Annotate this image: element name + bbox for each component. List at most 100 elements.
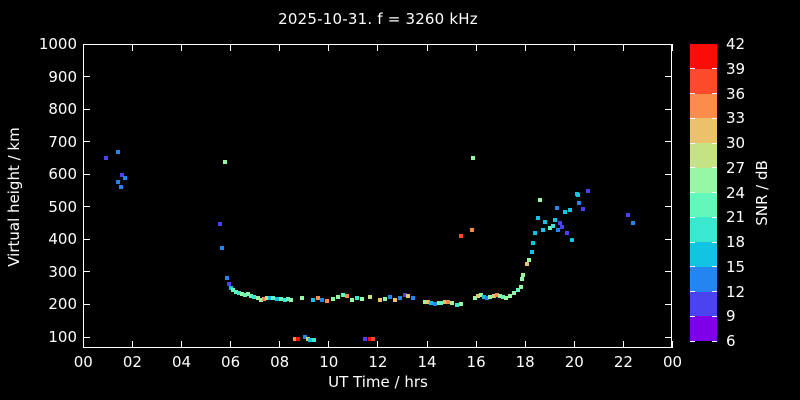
data-point bbox=[581, 207, 585, 211]
x-tick bbox=[524, 44, 526, 51]
data-point bbox=[246, 292, 250, 296]
x-tick-label: 00 bbox=[73, 353, 93, 371]
y-tick-label: 200 bbox=[48, 295, 77, 314]
y-tick bbox=[83, 303, 90, 305]
colorbar-segment bbox=[690, 93, 717, 119]
colorbar bbox=[690, 44, 717, 341]
x-tick bbox=[573, 44, 575, 51]
data-point bbox=[488, 295, 492, 299]
x-tick bbox=[672, 44, 673, 51]
data-point bbox=[558, 221, 562, 225]
y-tick bbox=[665, 141, 672, 143]
data-point bbox=[355, 296, 359, 300]
colorbar-segment bbox=[690, 44, 717, 69]
data-point bbox=[411, 296, 415, 300]
y-tick-label: 600 bbox=[48, 165, 77, 184]
colorbar-tick-label: 9 bbox=[726, 307, 736, 326]
data-point bbox=[543, 220, 547, 224]
colorbar-segment bbox=[690, 192, 717, 218]
y-tick bbox=[665, 271, 672, 273]
data-point bbox=[576, 193, 580, 197]
colorbar-tick-label: 42 bbox=[726, 35, 746, 53]
colorbar-tick bbox=[712, 93, 717, 94]
colorbar-tick bbox=[712, 216, 717, 218]
data-point bbox=[259, 298, 263, 302]
colorbar-tick bbox=[712, 241, 717, 243]
y-tick bbox=[665, 336, 672, 338]
colorbar-tick bbox=[690, 167, 695, 169]
colorbar-tick bbox=[712, 266, 717, 268]
x-tick bbox=[82, 44, 84, 51]
colorbar-tick bbox=[690, 291, 695, 292]
x-axis-title: UT Time / hrs bbox=[328, 373, 428, 391]
data-point bbox=[568, 208, 572, 212]
data-point bbox=[289, 298, 293, 302]
data-point bbox=[393, 298, 397, 302]
colorbar-segment bbox=[690, 217, 717, 242]
x-tick bbox=[573, 341, 575, 348]
y-tick bbox=[665, 206, 672, 208]
data-point bbox=[527, 258, 531, 262]
data-point bbox=[495, 293, 499, 297]
colorbar-tick-label: 15 bbox=[726, 257, 746, 276]
data-point bbox=[341, 293, 345, 297]
data-point bbox=[450, 301, 454, 305]
x-tick bbox=[230, 44, 232, 51]
data-point bbox=[548, 226, 552, 230]
data-point bbox=[378, 298, 382, 302]
x-tick-label: 10 bbox=[319, 353, 339, 371]
x-tick bbox=[279, 44, 281, 51]
data-point bbox=[541, 228, 545, 232]
data-point bbox=[252, 295, 256, 299]
colorbar-tick bbox=[712, 68, 717, 70]
y-tick-label: 300 bbox=[48, 262, 77, 281]
data-point bbox=[560, 225, 564, 229]
data-point bbox=[556, 228, 560, 232]
y-tick-label: 900 bbox=[48, 67, 77, 86]
y-tick bbox=[665, 303, 672, 305]
data-point bbox=[446, 300, 450, 304]
data-point bbox=[508, 294, 512, 298]
colorbar-tick-label: 18 bbox=[726, 233, 746, 251]
y-tick bbox=[665, 238, 672, 240]
colorbar-tick-label: 12 bbox=[726, 282, 746, 301]
x-tick-label: 00 bbox=[662, 353, 683, 371]
data-point bbox=[265, 296, 269, 300]
data-point bbox=[350, 298, 354, 302]
data-point bbox=[371, 337, 375, 341]
x-tick bbox=[181, 44, 182, 51]
colorbar-tick-label: 6 bbox=[726, 332, 736, 350]
data-point bbox=[262, 297, 266, 301]
data-point bbox=[479, 293, 483, 297]
x-tick-label: 06 bbox=[221, 353, 241, 371]
data-point bbox=[459, 234, 463, 238]
y-tick bbox=[83, 108, 90, 110]
data-point bbox=[243, 293, 247, 297]
y-tick-label: 800 bbox=[48, 100, 77, 119]
data-point bbox=[406, 294, 410, 298]
y-tick bbox=[83, 271, 90, 273]
chart-title: 2025-10-31. f = 3260 kHz bbox=[278, 10, 478, 28]
data-point bbox=[279, 297, 283, 301]
data-point bbox=[312, 338, 316, 342]
data-point bbox=[218, 222, 222, 226]
x-tick bbox=[377, 44, 379, 51]
data-point bbox=[325, 299, 329, 303]
colorbar-tick bbox=[712, 192, 717, 193]
x-tick bbox=[328, 44, 330, 51]
colorbar-segment bbox=[690, 291, 717, 317]
data-point bbox=[473, 296, 477, 300]
data-point bbox=[501, 295, 505, 299]
data-point bbox=[471, 156, 475, 160]
data-point bbox=[363, 337, 367, 341]
data-point bbox=[271, 296, 275, 300]
data-point bbox=[249, 294, 253, 298]
data-point bbox=[368, 295, 372, 299]
colorbar-segment bbox=[690, 266, 717, 292]
colorbar-tick bbox=[712, 167, 717, 169]
y-tick bbox=[83, 141, 90, 143]
data-point bbox=[237, 291, 241, 295]
colorbar-tick bbox=[690, 266, 695, 268]
x-tick bbox=[426, 44, 428, 51]
colorbar-tick-label: 30 bbox=[726, 134, 746, 152]
